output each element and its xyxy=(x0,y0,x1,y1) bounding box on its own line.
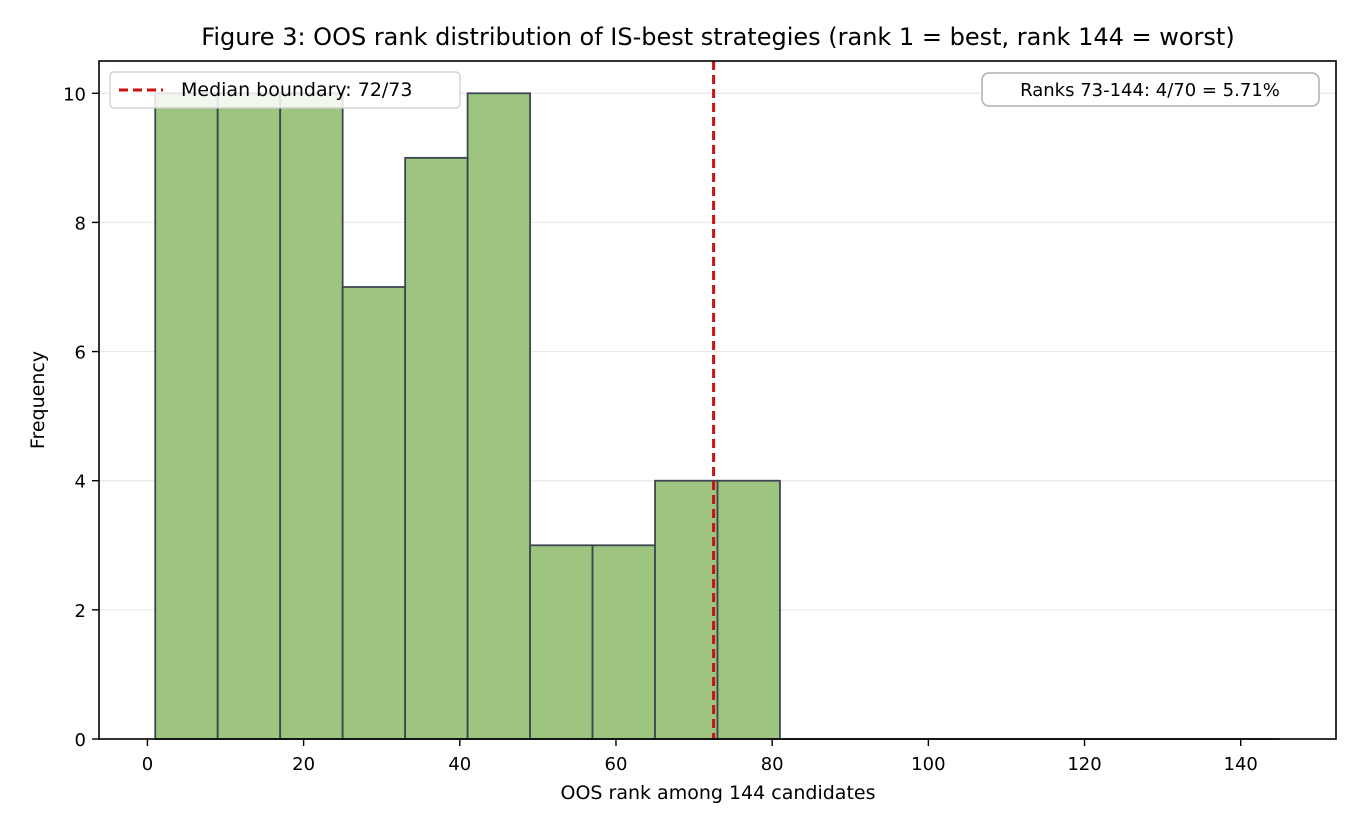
histogram-bar-2 xyxy=(279,92,344,740)
histogram-bar-3 xyxy=(341,286,407,740)
y-tick-label-1: 2 xyxy=(75,601,86,622)
y-tick-label-3: 6 xyxy=(75,343,86,364)
x-tick-label-4: 80 xyxy=(761,754,784,775)
x-axis-label: OOS rank among 144 candidates xyxy=(561,782,876,804)
histogram-bars xyxy=(154,92,1280,740)
legend: Median boundary: 72/73 xyxy=(109,71,461,109)
histogram-bar-8 xyxy=(654,479,719,740)
histogram-bar-1 xyxy=(216,92,282,740)
x-tick-label-7: 140 xyxy=(1224,754,1258,775)
histogram-bar-5 xyxy=(466,92,531,740)
chart-title: Figure 3: OOS rank distribution of IS-be… xyxy=(201,23,1234,51)
histogram-bar-9 xyxy=(716,479,781,740)
legend-label: Median boundary: 72/73 xyxy=(181,79,413,101)
y-tick-label-2: 4 xyxy=(75,472,86,493)
x-axis-ticks: 0 20 40 60 80 100 120 140 xyxy=(142,739,1258,775)
annotation-box: Ranks 73-144: 4/70 = 5.71% xyxy=(981,72,1320,107)
legend-box xyxy=(109,71,461,109)
histogram-bar-4 xyxy=(404,156,469,740)
plot-frame xyxy=(98,60,1337,740)
x-tick-label-1: 20 xyxy=(292,754,315,775)
annotation-frame xyxy=(981,72,1320,107)
y-tick-label-4: 8 xyxy=(75,213,86,234)
annotation-text: Ranks 73-144: 4/70 = 5.71% xyxy=(1020,80,1280,101)
histogram-bar-0 xyxy=(154,92,219,740)
y-axis-ticks: 0 2 4 6 8 10 xyxy=(63,84,99,751)
histogram-bar-7 xyxy=(591,544,656,740)
x-tick-label-0: 0 xyxy=(142,754,153,775)
x-tick-label-5: 100 xyxy=(911,754,945,775)
y-tick-label-0: 0 xyxy=(75,730,86,751)
histogram-bar-6 xyxy=(529,544,594,740)
x-tick-label-2: 40 xyxy=(448,754,471,775)
x-tick-label-3: 60 xyxy=(605,754,628,775)
x-tick-label-6: 120 xyxy=(1067,754,1101,775)
y-tick-label-5: 10 xyxy=(63,84,86,105)
y-axis-label: Frequency xyxy=(27,351,49,449)
